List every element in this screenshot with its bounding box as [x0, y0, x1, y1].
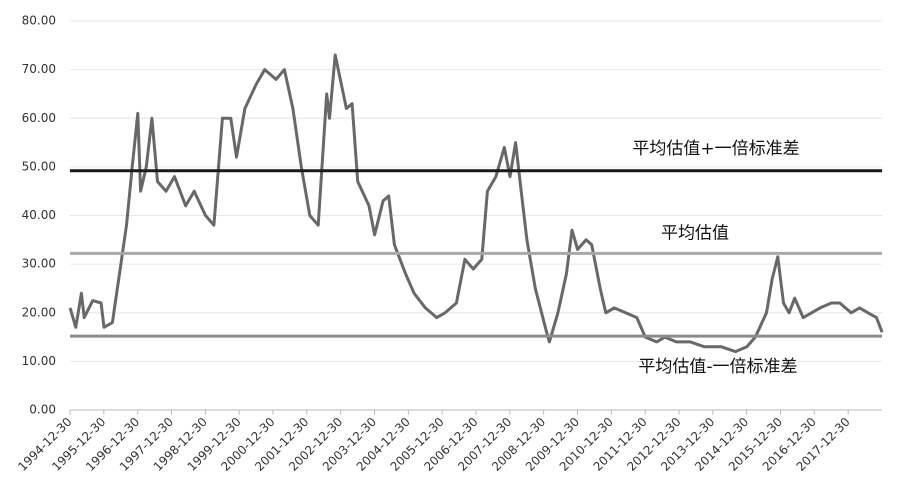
reference-label: 平均估值-一倍标准差 — [638, 357, 797, 377]
y-tick-label: 70.00 — [22, 62, 56, 76]
y-tick-label: 20.00 — [22, 305, 56, 319]
y-tick-label: 40.00 — [22, 208, 56, 222]
y-tick-label: 0.00 — [29, 403, 56, 417]
reference-label: 平均估值 — [661, 223, 729, 243]
reference-label: 平均估值+一倍标准差 — [632, 139, 799, 159]
y-tick-label: 30.00 — [22, 257, 56, 271]
y-tick-label: 10.00 — [22, 354, 56, 368]
data-line — [68, 53, 884, 354]
y-tick-label: 80.00 — [22, 14, 56, 28]
y-tick-label: 50.00 — [22, 159, 56, 173]
y-tick-label: 60.00 — [22, 111, 56, 125]
